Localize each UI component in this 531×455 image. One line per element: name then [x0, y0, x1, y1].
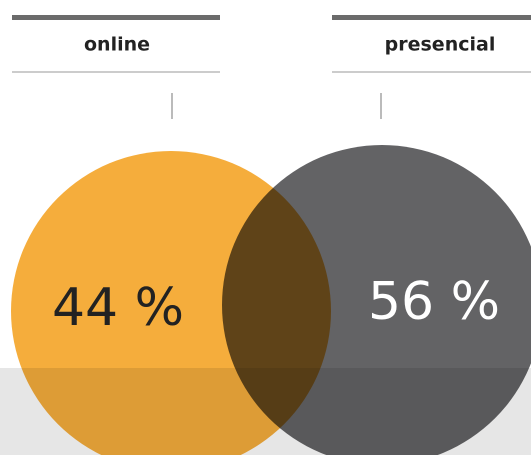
venn-circle	[222, 145, 531, 455]
value-label: 44 %	[52, 278, 184, 338]
category-label: online	[84, 34, 150, 56]
header-bar	[332, 15, 531, 20]
header-bar	[12, 15, 220, 20]
value-label: 56 %	[368, 272, 500, 332]
category-label: presencial	[385, 34, 496, 56]
